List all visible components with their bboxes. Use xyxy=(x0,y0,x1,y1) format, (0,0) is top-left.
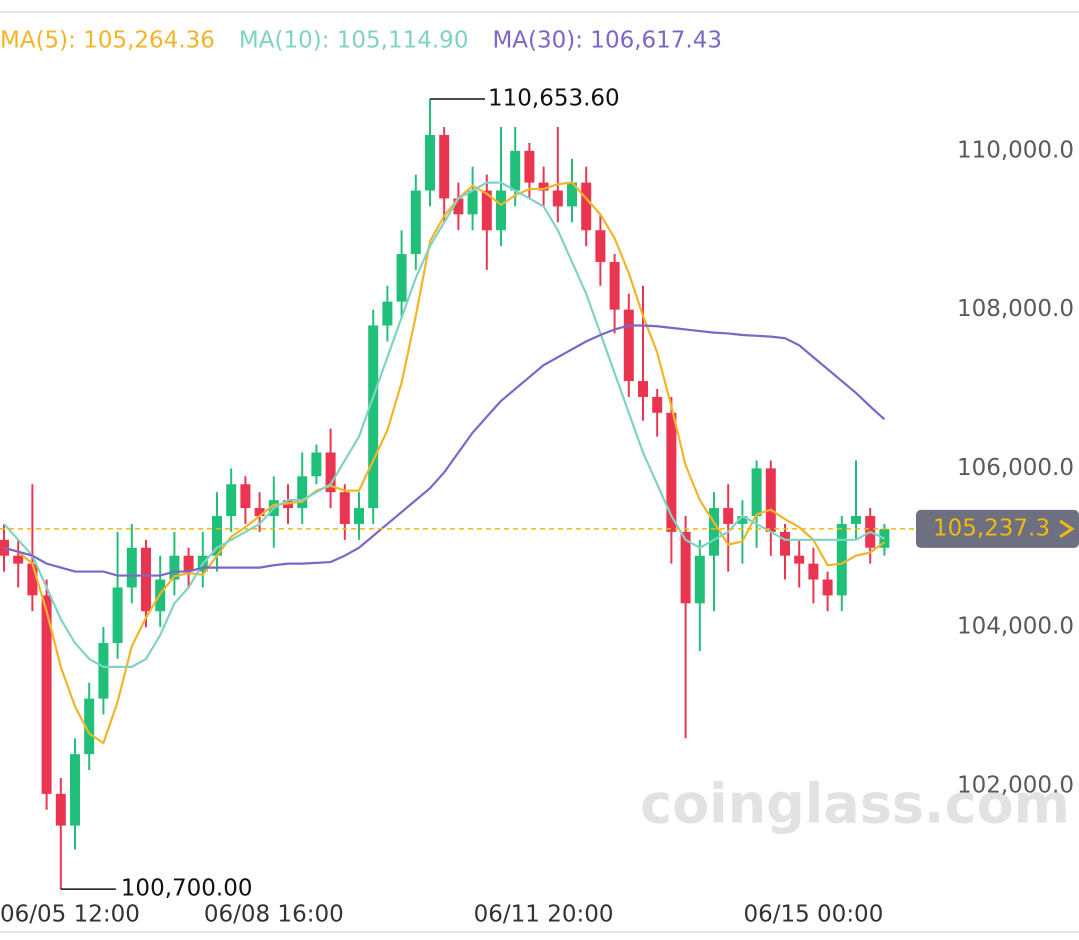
candle-body xyxy=(226,484,237,517)
candle-body xyxy=(538,182,549,191)
candle-body xyxy=(481,190,492,231)
high-label: 110,653.60 xyxy=(488,85,620,111)
candle-body xyxy=(595,230,606,262)
candle-body xyxy=(851,516,861,524)
candle-body xyxy=(737,516,748,524)
y-tick-label: 104,000.0 xyxy=(957,614,1074,640)
candle-body xyxy=(98,643,109,699)
watermark: coinglass.com xyxy=(640,773,1070,836)
low-label: 100,700.00 xyxy=(121,876,253,902)
ma-line xyxy=(3,181,886,745)
x-tick-label: 06/15 00:00 xyxy=(743,902,883,928)
candle-body xyxy=(780,531,790,556)
candle-body xyxy=(84,698,95,755)
candle-body xyxy=(55,793,66,826)
candle-body xyxy=(126,547,137,588)
candle-body xyxy=(70,754,80,826)
legend-entry: MA(10): 105,114.90 xyxy=(239,28,469,54)
candle-body xyxy=(623,309,634,382)
x-tick-label: 06/11 20:00 xyxy=(474,902,614,928)
candle-body xyxy=(183,555,194,572)
candle-body xyxy=(510,150,521,191)
candle-body xyxy=(396,254,407,302)
candle-body xyxy=(652,396,663,413)
candle-body xyxy=(581,182,592,231)
ma-line xyxy=(3,324,886,577)
legend-entry: MA(30): 106,617.43 xyxy=(492,28,722,54)
candle-body xyxy=(112,587,123,644)
last-price-arrow xyxy=(1059,519,1075,539)
candle-body xyxy=(240,484,251,509)
candle-body xyxy=(169,555,180,580)
candle-body xyxy=(552,190,563,207)
candle-body xyxy=(709,508,719,556)
candle-body xyxy=(524,150,535,183)
last-price-tag xyxy=(916,509,1079,548)
ma-line xyxy=(3,181,885,668)
candle-body xyxy=(567,182,577,207)
candle-body xyxy=(425,134,435,191)
candle-body xyxy=(27,563,38,596)
candle-body xyxy=(723,508,734,524)
candle-body xyxy=(41,595,52,794)
candle-body xyxy=(297,476,308,509)
candle-body xyxy=(254,508,265,517)
y-tick-label: 102,000.0 xyxy=(957,772,1074,798)
candle-body xyxy=(368,325,379,509)
candle-body xyxy=(808,563,819,580)
y-tick-label: 110,000.0 xyxy=(957,137,1074,163)
x-tick-label: 06/08 16:00 xyxy=(204,902,344,928)
candle-body xyxy=(325,452,336,493)
candle-body xyxy=(680,531,691,604)
candle-body xyxy=(311,452,322,477)
candle-body xyxy=(439,134,450,199)
candle-body xyxy=(13,555,24,564)
candle-body xyxy=(822,579,833,596)
last-price-label: 105,237.3 xyxy=(933,515,1050,541)
candle-body xyxy=(638,381,648,397)
y-tick-label: 108,000.0 xyxy=(957,296,1074,322)
candle-body xyxy=(694,555,705,604)
candle-body xyxy=(453,198,464,215)
candle-body xyxy=(609,261,620,310)
legend: MA(5): 105,264.36 MA(10): 105,114.90 MA(30… xyxy=(0,28,722,54)
candle-body xyxy=(382,301,393,326)
candle-body xyxy=(141,547,151,612)
y-tick-label: 106,000.0 xyxy=(957,455,1074,481)
candle-body xyxy=(339,492,350,524)
candle-body xyxy=(666,412,677,532)
candle-body xyxy=(794,555,805,564)
candle-body xyxy=(354,508,364,524)
candle-body xyxy=(467,190,478,215)
candle-body xyxy=(836,523,847,596)
candle-body xyxy=(765,468,776,532)
candle-body xyxy=(410,190,421,255)
candle-body xyxy=(212,516,222,556)
candle-body xyxy=(751,468,762,517)
candle-body xyxy=(496,190,506,231)
x-tick-label: 06/05 12:00 xyxy=(0,902,140,928)
legend-entry: MA(5): 105,264.36 xyxy=(0,28,215,54)
